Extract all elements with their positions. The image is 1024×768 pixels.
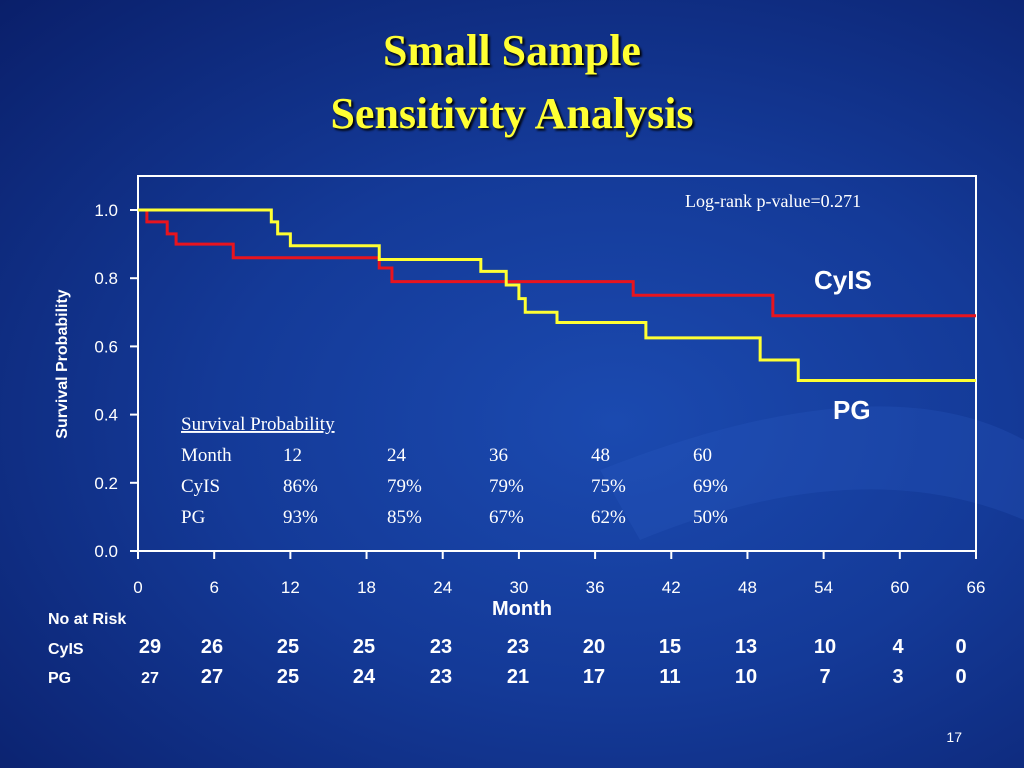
legend-label-pg: PG xyxy=(833,395,871,425)
risk-value-pg: 0 xyxy=(955,666,966,688)
series-line-cyis xyxy=(138,208,976,318)
risk-value-pg: 7 xyxy=(819,666,830,688)
risk-value-cyis: 23 xyxy=(430,636,452,658)
risk-value-cyis: 10 xyxy=(814,636,836,658)
risk-value-pg-first: 27 xyxy=(141,670,159,687)
x-tick-label: 12 xyxy=(281,578,300,597)
risk-value-pg: 10 xyxy=(735,666,757,688)
survival-table-cell: 48 xyxy=(591,445,610,466)
survival-table-cell: 75% xyxy=(591,476,626,497)
slide-title-line1: Small Sample xyxy=(383,26,641,75)
no-at-risk-title: No at Risk xyxy=(48,611,126,628)
risk-value-cyis: 26 xyxy=(201,636,223,658)
survival-table-cell: 36 xyxy=(489,445,508,466)
risk-value-cyis: 0 xyxy=(955,636,966,658)
survival-table-cell: PG xyxy=(181,507,206,528)
survival-table-title: Survival Probability xyxy=(181,414,335,435)
risk-value-cyis: 23 xyxy=(507,636,529,658)
survival-table: Survival Probability Month 12 24 36 48 60 CyIS… xyxy=(181,414,728,528)
y-tick-label: 0.8 xyxy=(94,269,118,288)
survival-table-cell: 86% xyxy=(283,476,318,497)
y-tick-label: 0.4 xyxy=(94,406,118,425)
x-tick-label: 60 xyxy=(890,578,909,597)
risk-value-pg: 21 xyxy=(507,666,529,688)
risk-value-cyis: 13 xyxy=(735,636,757,658)
x-tick-label: 24 xyxy=(433,578,452,597)
x-tick-label: 66 xyxy=(967,578,986,597)
x-ticks: 0 6 12 18 24 30 36 42 48 54 60 66 xyxy=(133,551,985,597)
risk-value-pg: 25 xyxy=(277,666,299,688)
risk-value-cyis: 25 xyxy=(277,636,299,658)
y-tick-label: 0.0 xyxy=(94,542,118,561)
x-tick-label: 36 xyxy=(586,578,605,597)
y-ticks: 0.0 0.2 0.4 0.6 0.8 1.0 xyxy=(94,201,138,561)
y-tick-label: 1.0 xyxy=(94,201,118,220)
x-tick-label: 0 xyxy=(133,578,142,597)
risk-value-cyis: 29 xyxy=(139,636,161,658)
risk-value-pg: 3 xyxy=(892,666,903,688)
survival-table-cell: 50% xyxy=(693,507,728,528)
risk-value-cyis: 25 xyxy=(353,636,375,658)
survival-table-cell: 62% xyxy=(591,507,626,528)
risk-row-label: CyIS xyxy=(48,641,84,658)
y-axis-label: Survival Probability xyxy=(54,289,71,438)
survival-table-cell: 79% xyxy=(489,476,524,497)
x-tick-label: 54 xyxy=(814,578,833,597)
survival-table-cell: 93% xyxy=(283,507,318,528)
logrank-annotation: Log-rank p-value=0.271 xyxy=(685,191,861,211)
x-tick-label: 30 xyxy=(509,578,528,597)
survival-table-cell: 12 xyxy=(283,445,302,466)
risk-value-cyis: 20 xyxy=(583,636,605,658)
series-layer xyxy=(138,208,976,382)
risk-value-pg: 11 xyxy=(659,666,680,688)
slide-title-line2: Sensitivity Analysis xyxy=(330,89,694,138)
survival-table-cell: 85% xyxy=(387,507,422,528)
page-number: 17 xyxy=(946,729,962,745)
survival-table-cell: 67% xyxy=(489,507,524,528)
x-tick-label: 18 xyxy=(357,578,376,597)
x-tick-label: 48 xyxy=(738,578,757,597)
survival-table-cell: 69% xyxy=(693,476,728,497)
survival-table-cell: CyIS xyxy=(181,476,220,497)
survival-table-cell: 24 xyxy=(387,445,407,466)
no-at-risk-table: No at Risk CyIS 29 26 25 25 23 23 20 15 13 10 4 0 PG 2… xyxy=(48,611,967,688)
y-tick-label: 0.2 xyxy=(94,474,118,493)
risk-value-pg: 24 xyxy=(353,666,376,688)
survival-table-cell: 79% xyxy=(387,476,422,497)
risk-value-pg: 23 xyxy=(430,666,452,688)
legend-label-cyis: CyIS xyxy=(814,265,872,295)
survival-table-cell: Month xyxy=(181,445,232,466)
risk-value-pg: 17 xyxy=(583,666,605,688)
x-axis-label: Month xyxy=(492,598,552,620)
risk-value-pg: 27 xyxy=(201,666,223,688)
background-swirl xyxy=(600,406,1024,540)
y-tick-label: 0.6 xyxy=(94,337,118,356)
risk-row-label: PG xyxy=(48,670,71,687)
risk-value-cyis: 15 xyxy=(659,636,681,658)
series-line-pg xyxy=(138,208,976,382)
risk-value-cyis: 4 xyxy=(892,636,904,658)
survival-table-cell: 60 xyxy=(693,445,712,466)
x-tick-label: 6 xyxy=(209,578,218,597)
plot-area xyxy=(137,175,977,552)
x-tick-label: 42 xyxy=(662,578,681,597)
